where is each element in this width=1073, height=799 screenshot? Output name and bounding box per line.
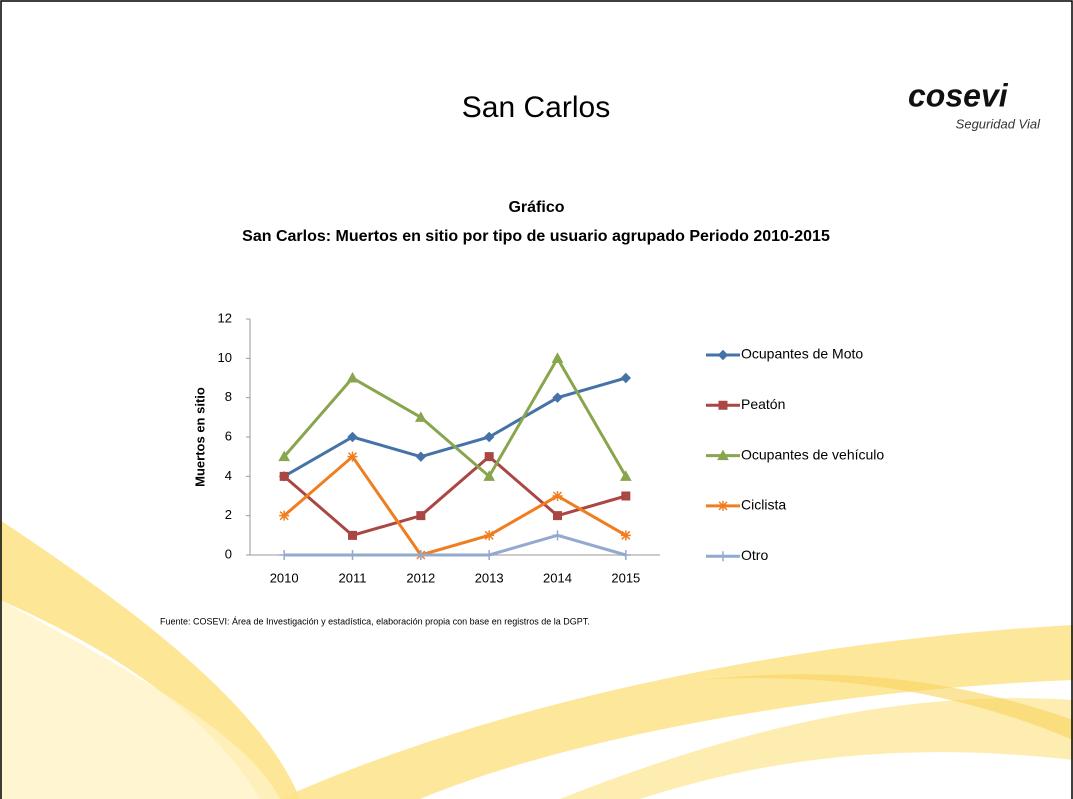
background [0,520,1073,799]
marker [620,550,631,560]
legend-label: Otro [741,547,768,563]
marker [414,411,427,422]
slide-title: San Carlos [462,91,610,124]
y-tick-label: 6 [225,428,232,443]
legend-marker [718,400,728,410]
marker [348,530,357,540]
x-tick-label: 2015 [611,570,640,585]
marker [484,530,495,541]
marker [279,550,290,560]
marker [278,450,291,462]
chart-title: Gráfico [508,199,565,216]
legend-marker [717,349,729,361]
marker [553,511,562,521]
legend-marker [718,500,728,511]
marker [551,352,564,363]
marker [415,550,426,560]
y-tick-label: 4 [225,468,232,483]
legend-label: Peatón [741,396,785,412]
marker [620,372,632,384]
y-tick-label: 12 [218,310,232,325]
x-tick-label: 2013 [475,570,504,585]
series-line [283,454,627,557]
logo-tagline: Seguridad Vial [956,116,1041,131]
logo-name: cosevi [908,77,1009,113]
series-line [283,376,627,478]
legend-label: Ocupantes de Moto [741,346,863,362]
marker [484,550,495,560]
chart-subtitle: San Carlos: Muertos en sitio por tipo de… [242,228,830,245]
series-line [283,355,628,479]
series-line [283,454,627,537]
legend-label: Ciclista [741,497,786,513]
source-note: Fuente: COSEVI: Área de Investigación y … [160,616,590,626]
y-tick-label: 10 [218,350,232,365]
marker [347,550,358,560]
marker [346,371,359,383]
marker [415,451,427,462]
y-tick-label: 0 [225,546,232,561]
marker [620,530,631,541]
x-tick-label: 2014 [543,570,572,585]
x-tick-label: 2011 [339,570,367,585]
y-axis-label: Muertos en sitio [192,387,207,487]
marker [552,392,563,403]
marker [483,470,496,481]
legend-label: Ocupantes de vehículo [741,446,884,462]
series-line [284,533,627,557]
marker [552,530,563,541]
marker [621,491,631,501]
marker [347,451,358,462]
marker [347,431,358,443]
y-tick-label: 2 [225,507,232,522]
marker [484,452,494,462]
marker [552,491,563,501]
x-tick-label: 2010 [270,570,299,585]
legend-marker [718,551,728,562]
marker [619,470,632,481]
x-tick-label: 2012 [406,570,435,585]
marker [279,471,289,481]
marker [279,510,290,521]
y-tick-label: 8 [225,389,232,404]
marker [416,511,426,521]
legend-marker [717,449,729,461]
marker [483,431,495,443]
